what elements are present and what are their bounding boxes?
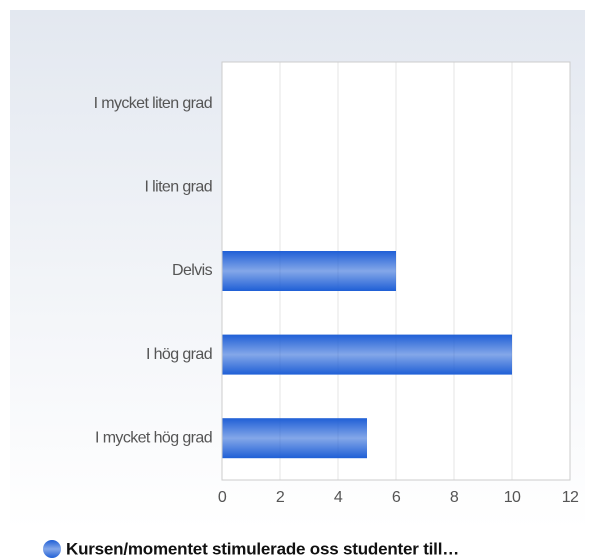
y-tick-label: I mycket liten grad [94, 95, 212, 112]
y-tick-label: I mycket hög grad [95, 429, 212, 446]
bar [222, 251, 396, 291]
x-tick-label: 4 [334, 489, 343, 506]
x-tick-label: 10 [504, 489, 521, 506]
x-tick-label: 12 [562, 489, 579, 506]
y-tick-label: I hög grad [146, 346, 212, 363]
y-tick-label: Delvis [172, 262, 213, 279]
x-tick-label: 0 [218, 489, 227, 506]
plot-border [221, 61, 571, 481]
legend-swatch [43, 540, 61, 558]
legend-text: Kursen/momentet stimulerade oss studente… [66, 539, 459, 558]
x-tick-label: 2 [276, 489, 285, 506]
x-tick-label: 6 [392, 489, 401, 506]
x-tick-label: 8 [450, 489, 459, 506]
y-tick-label: I liten grad [144, 179, 212, 196]
bar [222, 334, 512, 375]
bar [222, 418, 367, 459]
